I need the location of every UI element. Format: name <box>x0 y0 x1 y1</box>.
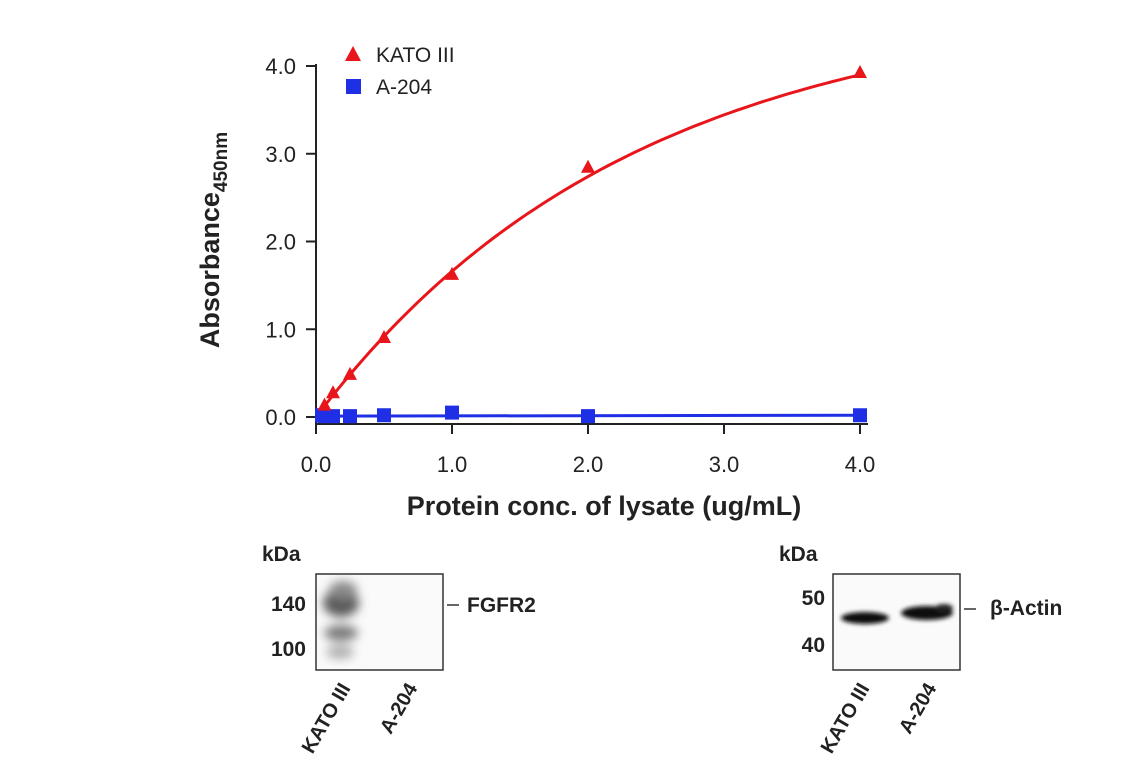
x-ticks: 0.0 1.0 2.0 3.0 4.0 <box>301 424 876 477</box>
legend: KATO III A-204 <box>345 44 455 99</box>
fgfr2-marker-100: 100 <box>271 638 306 661</box>
point-a-204 <box>343 409 357 424</box>
legend-triangle-icon <box>345 46 361 61</box>
series-layer <box>314 65 867 424</box>
fgfr2-smear-kato <box>323 581 359 659</box>
point-a-204 <box>377 408 391 423</box>
actin-marker-40: 40 <box>802 634 825 657</box>
actin-lane-a204: A-204 <box>895 679 942 738</box>
point-kato-iii <box>326 385 340 399</box>
y-tick-label: 1.0 <box>265 317 296 342</box>
fgfr2-band-label: FGFR2 <box>467 594 536 617</box>
point-a-204 <box>326 409 340 424</box>
point-a-204 <box>581 409 595 424</box>
actin-bands <box>841 604 953 624</box>
actin-marker-50: 50 <box>802 587 825 610</box>
point-kato-iii <box>317 397 332 411</box>
blot-fgfr2: kDa 140 100 FGFR2 KATO III A-204 <box>262 543 536 757</box>
y-axis-title-main: Absorbance <box>195 192 225 348</box>
point-a-204 <box>853 408 867 423</box>
y-tick-label: 4.0 <box>265 54 296 79</box>
x-tick-label: 4.0 <box>845 452 876 477</box>
x-tick-label: 1.0 <box>437 452 468 477</box>
legend-label-a204: A-204 <box>376 76 432 99</box>
legend-label-kato: KATO III <box>376 44 455 67</box>
y-tick-label: 2.0 <box>265 230 296 255</box>
y-ticks: 0.0 1.0 2.0 3.0 4.0 <box>265 54 316 430</box>
blot-actin: kDa 50 40 β-Actin KATO III A-204 <box>779 543 1062 757</box>
x-tick-label: 2.0 <box>573 452 604 477</box>
actin-lane-kato: KATO III <box>817 680 875 758</box>
fgfr2-lane-a204: A-204 <box>376 679 423 738</box>
y-axis-title: Absorbance450nm <box>195 132 232 348</box>
x-tick-label: 3.0 <box>709 452 740 477</box>
point-kato-iii <box>581 159 595 173</box>
fgfr2-marker-140: 140 <box>271 593 306 616</box>
y-tick-label: 0.0 <box>265 405 296 430</box>
point-kato-iii <box>445 266 459 280</box>
fgfr2-kda-label: kDa <box>262 543 301 566</box>
y-axis-title-subscript: 450nm <box>211 132 232 192</box>
point-kato-iii <box>343 366 357 380</box>
fgfr2-lane-kato: KATO III <box>298 680 356 758</box>
point-a-204 <box>315 408 329 423</box>
point-kato-iii <box>377 330 391 344</box>
point-a-204 <box>445 405 459 420</box>
x-tick-label: 0.0 <box>301 452 332 477</box>
point-kato-iii <box>853 65 867 79</box>
y-tick-label: 3.0 <box>265 142 296 167</box>
x-axis-title: Protein conc. of lysate (ug/mL) <box>407 491 802 521</box>
legend-square-icon <box>346 79 361 94</box>
actin-kda-label: kDa <box>779 543 818 566</box>
actin-band-label: β-Actin <box>990 597 1062 620</box>
series-line-kato-iii <box>314 73 861 418</box>
